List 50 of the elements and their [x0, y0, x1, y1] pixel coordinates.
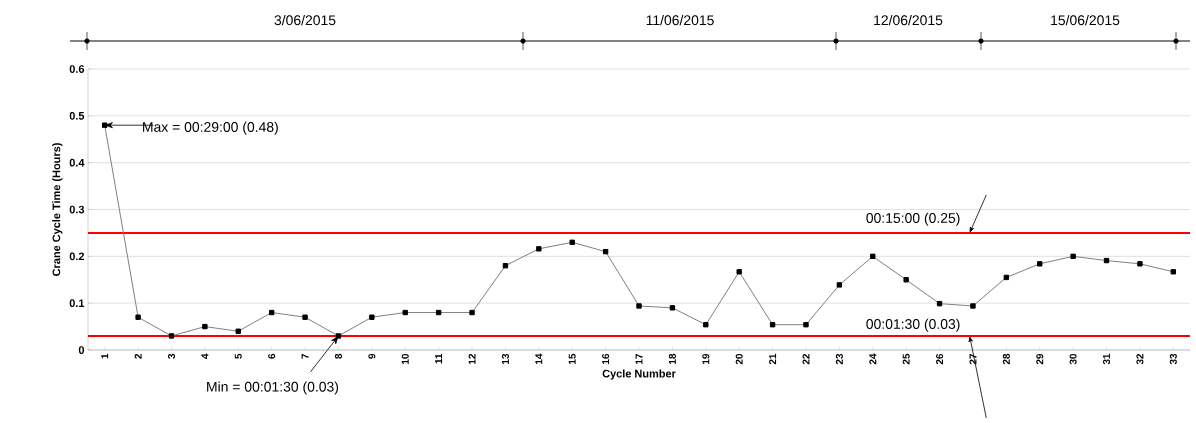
x-tick-label: 31: [1103, 353, 1111, 365]
y-tick-label: 0.1: [69, 299, 85, 308]
x-tick-label: 20: [735, 353, 743, 365]
text: 3/06/2015: [274, 14, 336, 26]
x-tick-label: 11: [435, 353, 443, 364]
annotation: Min = 00:01:30 (0.03): [207, 381, 339, 395]
x-tick-label: 29: [1036, 353, 1044, 365]
x-tick-label: 5: [234, 353, 242, 359]
ref-line-label: 00:01:30 (0.03): [866, 318, 960, 332]
x-tick-label: 13: [501, 353, 509, 364]
x-tick-label: 1: [101, 353, 109, 359]
annotation: Max = 00:29:00 (0.48): [143, 121, 278, 135]
x-tick-label: 21: [769, 353, 777, 365]
y-tick-label: 0: [78, 346, 85, 354]
x-tick-label: 12: [468, 353, 476, 364]
x-tick-label: 18: [668, 353, 676, 364]
text: 11/06/2015: [646, 14, 714, 26]
x-tick-label: 2: [134, 353, 142, 359]
x-tick-label: 24: [869, 353, 877, 365]
y-tick-label: 0.3: [69, 205, 85, 214]
y-tick-label: 0.5: [69, 111, 85, 120]
y-tick-label: 0.6: [69, 65, 85, 73]
x-tick-label: 4: [201, 353, 209, 359]
x-tick-label: 8: [334, 353, 342, 359]
x-tick-label: 10: [401, 353, 409, 364]
x-axis-title: Cycle Number: [602, 369, 676, 380]
text: 15/06/2015: [1051, 14, 1120, 26]
x-tick-label: 22: [802, 353, 810, 365]
x-tick-label: 30: [1069, 353, 1077, 365]
x-tick-label: 14: [535, 353, 543, 364]
x-tick-label: 7: [301, 353, 309, 359]
x-tick-label: 26: [936, 353, 944, 365]
x-tick-label: 25: [902, 353, 910, 365]
x-tick-label: 23: [835, 353, 843, 365]
x-tick-label: 3: [167, 353, 176, 359]
x-tick-label: 19: [702, 353, 710, 364]
text: 12/06/2015: [874, 14, 943, 26]
x-tick-label: 6: [268, 353, 276, 359]
x-tick-label: 32: [1136, 353, 1144, 365]
y-tick-label: 0.4: [69, 158, 85, 167]
x-tick-label: 28: [1002, 353, 1010, 365]
x-tick-label: 33: [1169, 353, 1177, 365]
x-tick-label: 27: [969, 353, 977, 365]
x-tick-label: 9: [368, 353, 376, 359]
x-tick-label: 15: [568, 353, 576, 364]
y-tick-label: 0.2: [69, 252, 85, 261]
x-tick-label: 16: [602, 353, 610, 364]
y-axis-title: Crane Cycle Time (Hours): [52, 143, 63, 276]
ref-line-label: 00:15:00 (0.25): [866, 212, 960, 226]
x-tick-label: 17: [635, 353, 643, 364]
